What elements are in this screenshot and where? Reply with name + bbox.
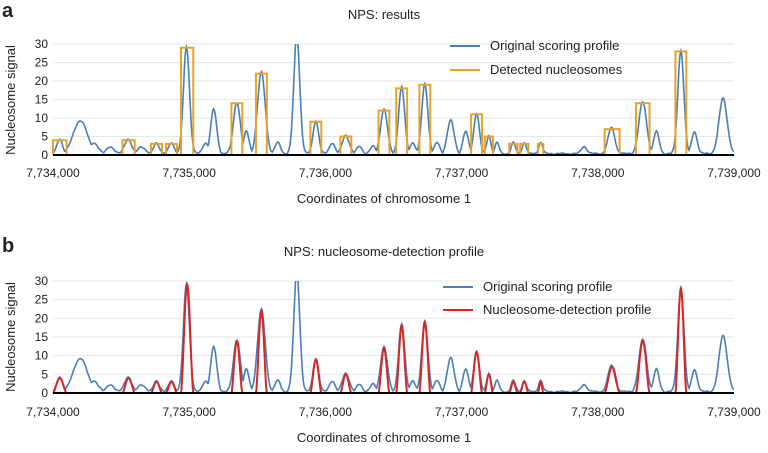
panel-b-original-profile-line (53, 281, 734, 394)
panel-a-legend-label-detected: Detected nucleosomes (490, 62, 623, 77)
panel-b-x-tick-label: 7,734,000 (26, 405, 80, 419)
panel-b-detection-profile-hump (339, 373, 353, 394)
panel-a-y-tick-label: 15 (35, 93, 49, 107)
panel-a-nucleosome-box (674, 50, 688, 155)
panel-a-nucleosome-box (230, 102, 244, 155)
panel-a-nucleosome-box (180, 46, 195, 155)
panel-a-nucleosome-box (52, 139, 68, 155)
panel-b-y-tick-label: 20 (35, 311, 49, 325)
panel-b-x-ticks: 7,734,000 7,735,000 7,736,000 7,737,000 7,73… (26, 405, 761, 419)
panel-b-detection-profile-hump (165, 380, 178, 394)
panel-a-nucleosome-box (418, 83, 432, 155)
panel-b-x-tick-label: 7,739,000 (707, 405, 761, 419)
panel-b-detection-profile-hump (537, 380, 545, 394)
panel-a-x-tick-label: 7,735,000 (163, 166, 217, 180)
panel-a-y-tick-label: 20 (35, 74, 49, 88)
panel-b-x-tick-label: 7,737,000 (435, 405, 489, 419)
panel-a-y-tick-label: 25 (35, 56, 49, 70)
panel-b-legend: Original scoring profile Nucleosome-dete… (443, 279, 651, 317)
panel-b-detection-profile-hump (377, 346, 391, 394)
panel-a-nucleosome-box (603, 128, 621, 155)
panel-a-x-tick-label: 7,736,000 (299, 166, 353, 180)
panel-b-y-tick-label: 10 (35, 349, 49, 363)
panel-a-nucleosome-box (395, 87, 409, 155)
panel-a-nucleosome-box (150, 142, 163, 155)
panel-a-nucleosome-box (377, 109, 391, 155)
panel-b-detection-profile-hump (418, 319, 432, 394)
panel-b-detection-profile-hump (121, 377, 136, 394)
panel-a-legend-label-original: Original scoring profile (490, 38, 619, 53)
panel-a-nucleosome-box (519, 142, 530, 155)
panel-a-nucleosome-box (634, 102, 651, 155)
panel-b-legend-label-detection: Nucleosome-detection profile (483, 302, 651, 317)
panel-a-nucleosome-box (536, 142, 545, 155)
panel-a-x-tick-label: 7,739,000 (707, 166, 761, 180)
panel-b-letter: b (2, 235, 14, 257)
panel-b-y-tick-label: 15 (35, 330, 49, 344)
panel-b: b NPS: nucleosome-detection profile 0 5 10… (2, 235, 761, 445)
panel-b-y-ticks: 0 5 10 15 20 25 30 (35, 274, 49, 400)
panel-b-y-axis-label: Nucleosome signal (3, 282, 18, 392)
panel-a-letter: a (2, 0, 14, 22)
panel-b-detection-profile-hump (508, 380, 519, 394)
panel-b-detection-profile-hump (483, 372, 494, 394)
panel-a-x-tick-label: 7,738,000 (571, 166, 625, 180)
panel-a-nucleosome-box (309, 120, 323, 155)
panel-a-original-profile-line (53, 44, 734, 156)
panel-a-y-axis-label: Nucleosome signal (3, 45, 18, 155)
panel-b-series (52, 281, 734, 394)
panel-b-y-tick-label: 25 (35, 293, 49, 307)
panel-b-y-tick-label: 5 (41, 367, 48, 381)
panel-a-y-tick-label: 10 (35, 111, 49, 125)
panel-b-y-tick-label: 30 (35, 274, 49, 288)
panel-b-title: NPS: nucleosome-detection profile (284, 244, 484, 259)
panel-b-detection-profile-hump (230, 338, 244, 394)
panel-b-detection-profile-hump (470, 350, 483, 394)
panel-a-y-ticks: 0 5 10 15 20 25 30 (35, 37, 49, 162)
panel-b-detection-profile-hump (395, 323, 409, 394)
panel-b-detection-profile-hump (634, 339, 651, 394)
panel-a-nucleosome-box (254, 72, 268, 155)
panel-a-nucleosome-box (470, 113, 484, 155)
panel-a-y-tick-label: 0 (41, 148, 48, 162)
panel-a-gridlines (53, 43, 734, 137)
panel-a-y-tick-label: 30 (35, 37, 49, 51)
panel-a-nucleosome-box (508, 142, 519, 155)
panel-b-detection-profile-hump (52, 377, 68, 394)
panel-b-detection-profile-hump (519, 380, 530, 394)
panel-a-nucleosome-box (165, 142, 178, 155)
panel-a-nucleosome-box (483, 135, 494, 155)
panel-a-legend: Original scoring profile Detected nucleo… (450, 38, 623, 77)
panel-a-x-tick-label: 7,734,000 (26, 166, 80, 180)
panel-b-y-tick-label: 0 (41, 386, 48, 400)
panel-a-x-tick-label: 7,737,000 (435, 166, 489, 180)
panel-b-x-tick-label: 7,736,000 (299, 405, 353, 419)
panel-a-nucleosome-box (339, 135, 353, 155)
panel-b-detection-profile-hump (309, 357, 323, 394)
panel-b-detection-profile-hump (603, 365, 621, 394)
panel-a-series (52, 44, 734, 156)
panel-b-detection-profile-hump (674, 285, 688, 394)
panel-a-nucleosome-box (121, 139, 136, 155)
panel-a-x-axis-label: Coordinates of chromosome 1 (297, 191, 471, 206)
panel-a-title: NPS: results (348, 7, 421, 22)
panel-b-detection-profile-hump (254, 308, 268, 394)
panel-b-gridlines (53, 280, 734, 375)
panel-b-detection-profile-hump (180, 281, 195, 394)
panel-a-x-ticks: 7,734,000 7,735,000 7,736,000 7,737,000 7,73… (26, 166, 761, 180)
panel-a-y-tick-label: 5 (41, 130, 48, 144)
panel-b-legend-label-original: Original scoring profile (483, 279, 612, 294)
panel-b-x-tick-label: 7,735,000 (163, 405, 217, 419)
panel-b-x-tick-label: 7,738,000 (571, 405, 625, 419)
panel-b-detection-profile-hump (150, 380, 163, 394)
panel-b-x-axis-label: Coordinates of chromosome 1 (297, 430, 471, 445)
